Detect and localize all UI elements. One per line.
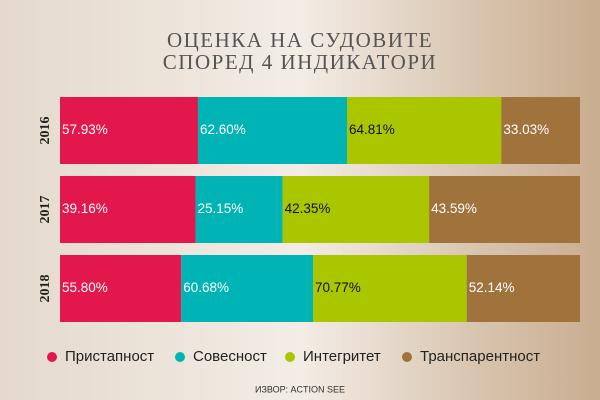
data-label: 25.15%	[198, 201, 244, 216]
bar-segment	[429, 176, 580, 243]
bar-segment	[347, 97, 502, 164]
legend-label: Транспарентност	[420, 348, 540, 365]
legend-marker	[285, 352, 295, 362]
data-label: 62.60%	[200, 122, 246, 137]
y-tick-label: 2018	[38, 275, 53, 303]
legend-marker	[402, 352, 412, 362]
legend-label: Пристапност	[65, 348, 154, 365]
bar-segment	[282, 176, 430, 243]
source: ИЗВОР: ACTION SEE	[255, 384, 345, 394]
bar-segment	[60, 255, 182, 322]
data-label: 52.14%	[469, 280, 515, 295]
data-label: 57.93%	[62, 122, 108, 137]
data-label: 70.77%	[315, 280, 361, 295]
legend-label: Совесност	[193, 348, 267, 365]
bar-segment	[60, 97, 198, 164]
bar-segment	[195, 176, 283, 243]
chart-title: СПОРЕД 4 ИНДИКАТОРИ	[163, 50, 437, 74]
legend-marker	[47, 352, 57, 362]
bar-segment	[313, 255, 467, 322]
data-label: 39.16%	[62, 201, 108, 216]
bar-segment	[60, 176, 196, 243]
data-label: 55.80%	[62, 280, 108, 295]
data-label: 60.68%	[183, 280, 229, 295]
data-label: 43.59%	[431, 201, 477, 216]
data-label: 33.03%	[503, 122, 549, 137]
y-tick-label: 2017	[38, 196, 53, 224]
chart-title: ОЦЕНКА НА СУДОВИТЕ	[167, 28, 433, 52]
bar-segment	[501, 97, 580, 164]
bar-segment	[197, 97, 348, 164]
data-label: 42.35%	[285, 201, 331, 216]
data-label: 64.81%	[349, 122, 395, 137]
bar-segment	[181, 255, 314, 322]
y-tick-label: 2016	[38, 117, 53, 145]
bar-segment	[466, 255, 580, 322]
legend-label: Интегритет	[303, 348, 381, 365]
legend-marker	[175, 352, 185, 362]
